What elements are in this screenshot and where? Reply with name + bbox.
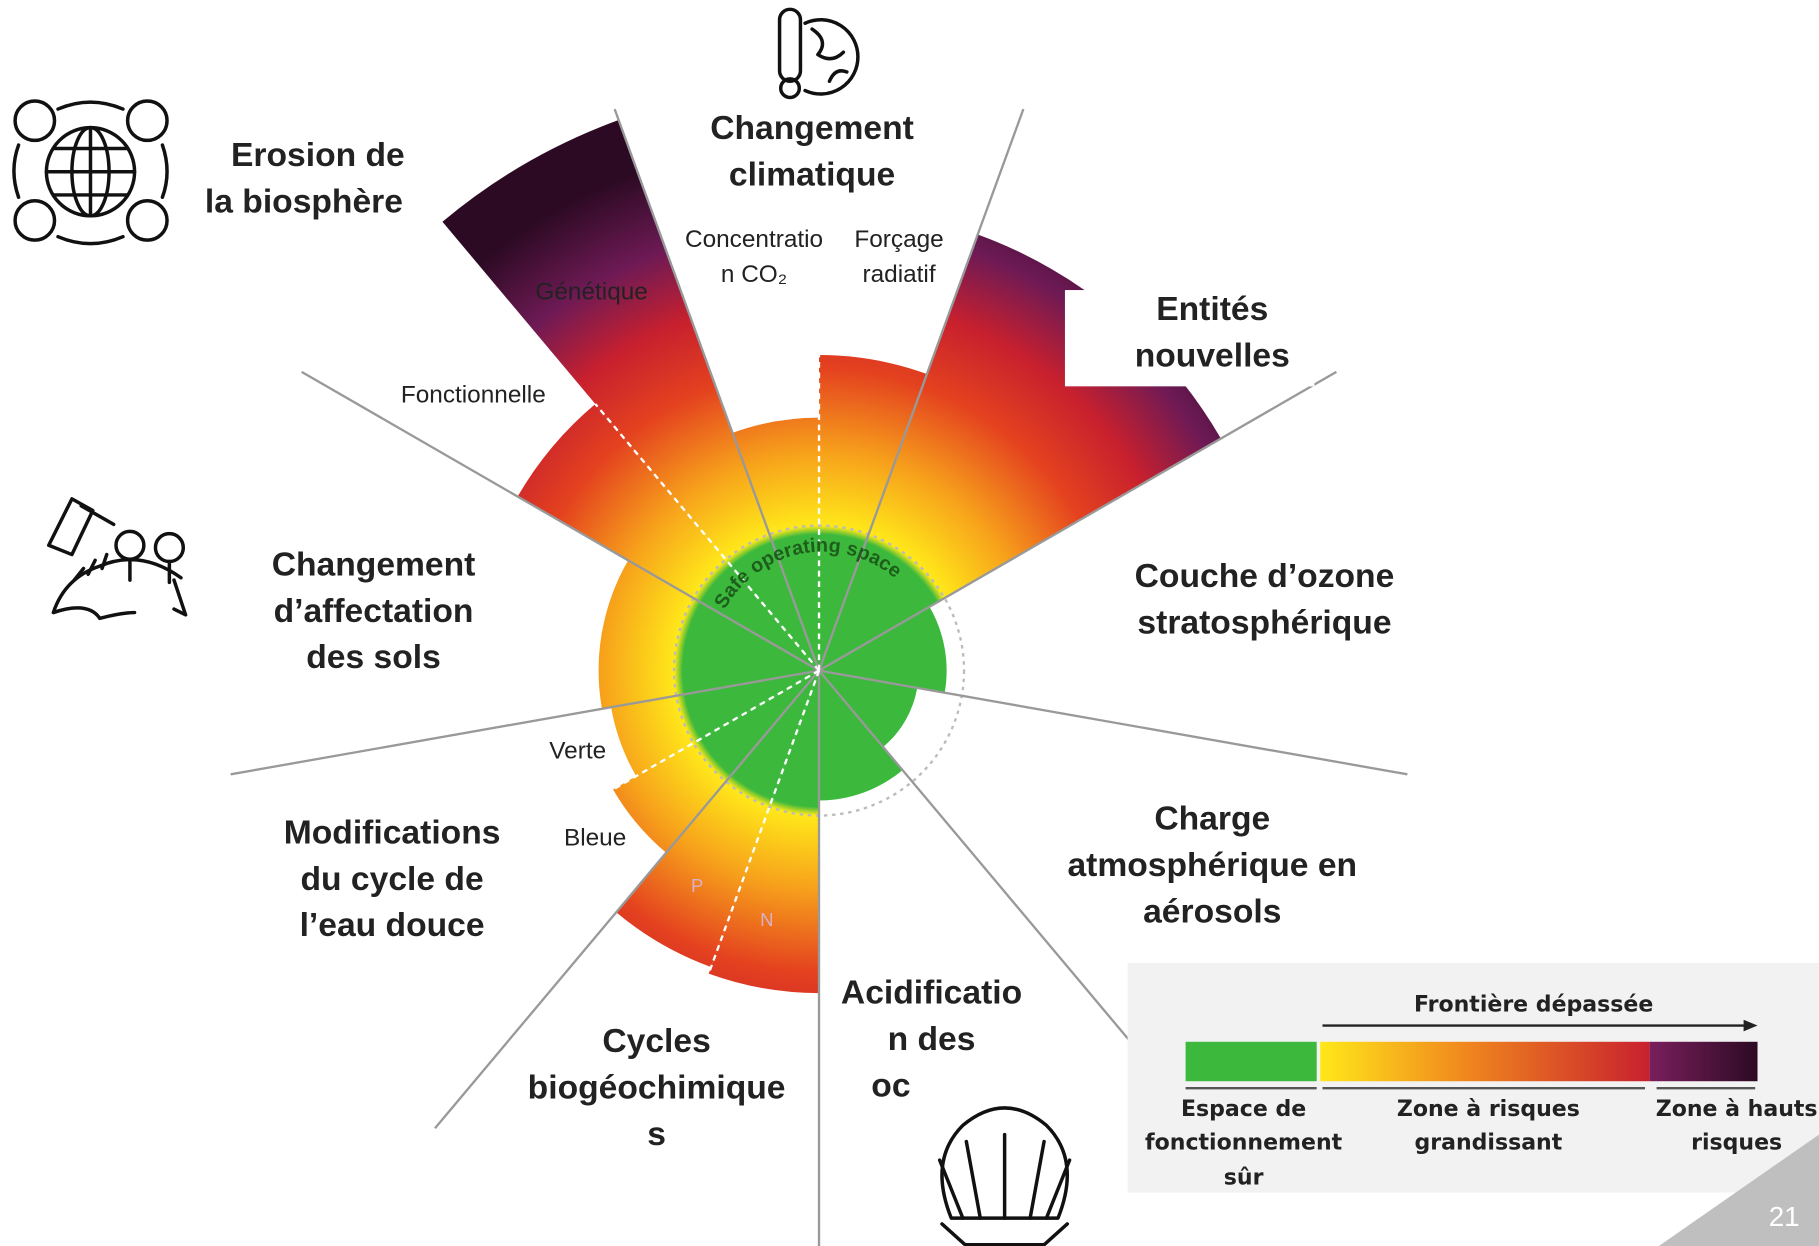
legend-text: Zone à hauts xyxy=(1656,1097,1818,1122)
ray xyxy=(301,370,820,672)
label: la biosphère xyxy=(205,183,403,220)
label: s xyxy=(647,1116,666,1153)
sub-label: Fonctionnelle xyxy=(401,382,546,409)
label: Acidificatio xyxy=(841,975,1022,1012)
sub-label: Génétique xyxy=(535,278,647,305)
land-icon xyxy=(46,497,188,621)
wedge xyxy=(616,670,820,968)
ray xyxy=(818,370,1337,672)
wedge xyxy=(732,417,820,671)
sub-divider xyxy=(594,403,820,672)
label: du cycle de xyxy=(301,861,484,898)
wedge xyxy=(819,355,927,671)
label: Cycles xyxy=(602,1023,710,1060)
biosphere-icon xyxy=(12,99,169,246)
wedge xyxy=(611,670,820,777)
climate-icon xyxy=(777,7,860,100)
wedge xyxy=(598,560,820,709)
label: Couche d’ozone xyxy=(1135,558,1395,595)
label: climatique xyxy=(729,157,895,194)
sub-label: Verte xyxy=(549,738,606,765)
label: Changement xyxy=(272,546,476,583)
label: d’affectation xyxy=(274,593,474,630)
wedge xyxy=(819,670,903,801)
sub-label: radiatif xyxy=(862,261,935,288)
label: Modifications xyxy=(284,814,501,851)
sub-label: Concentratio xyxy=(685,226,823,253)
shell-icon xyxy=(937,1106,1072,1246)
sub-label: P xyxy=(691,875,703,896)
legend-text: Zone à risques xyxy=(1397,1097,1580,1122)
wedge xyxy=(442,120,820,671)
sub-label: Bleue xyxy=(564,825,626,852)
sub-label: Forçage xyxy=(854,226,943,253)
label: atmosphérique en xyxy=(1067,847,1357,884)
label: n des xyxy=(888,1021,976,1058)
legend-text: Espace de xyxy=(1181,1097,1306,1122)
legend-swatch xyxy=(1649,1041,1758,1082)
legend-text: sûr xyxy=(1224,1165,1264,1190)
ray xyxy=(817,108,1025,671)
wedge xyxy=(613,670,820,853)
sub-divider xyxy=(698,670,821,998)
page-number: 21 xyxy=(1769,1201,1800,1232)
label: aérosols xyxy=(1143,893,1281,930)
wedge xyxy=(708,670,820,994)
legend-text: fonctionnement xyxy=(1145,1131,1343,1156)
wedge xyxy=(819,670,918,747)
wedge xyxy=(819,606,947,693)
label: des sols xyxy=(306,639,441,676)
legend-swatch xyxy=(1320,1041,1650,1082)
sub-label: N xyxy=(760,909,773,930)
ray xyxy=(230,669,820,776)
wedge xyxy=(517,403,820,671)
label: l’eau douce xyxy=(300,907,485,944)
sub-divider xyxy=(517,669,820,846)
legend-arrowhead xyxy=(1743,1019,1758,1032)
label: Erosion de xyxy=(231,137,405,174)
ray xyxy=(434,669,820,1129)
label: Changement xyxy=(710,110,914,147)
rays xyxy=(230,108,1408,1246)
label: Charge xyxy=(1154,800,1270,837)
label: biogéochimique xyxy=(528,1070,786,1107)
legend-text: grandissant xyxy=(1414,1131,1562,1156)
sub-label: n CO₂ xyxy=(721,261,787,288)
ray xyxy=(613,108,821,671)
label: oc xyxy=(871,1067,910,1104)
legend-swatch xyxy=(1185,1041,1317,1082)
legend-text: risques xyxy=(1691,1131,1782,1156)
label: nouvelles xyxy=(1135,338,1290,375)
label-bg xyxy=(1064,290,1315,387)
ray xyxy=(818,669,1408,776)
label: Entités xyxy=(1156,291,1268,328)
legend-title: Frontière dépassée xyxy=(1414,993,1653,1018)
label: stratosphérique xyxy=(1137,604,1391,641)
